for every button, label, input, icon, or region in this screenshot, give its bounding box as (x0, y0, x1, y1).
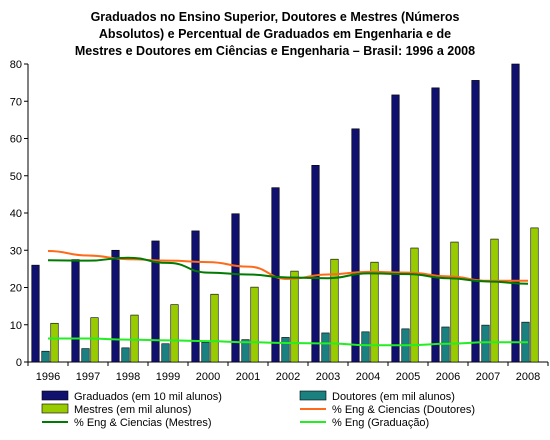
bar-doutores (321, 332, 330, 363)
y-tick-label: 80 (10, 59, 22, 71)
x-tick-label: 2005 (396, 371, 420, 383)
y-tick-label: 10 (10, 320, 22, 332)
bar-doutores (81, 348, 90, 363)
legend-label: % Eng & Ciencias (Mestres) (74, 417, 212, 429)
bar-mestres (410, 247, 419, 363)
line-series-2 (48, 337, 528, 347)
x-tick-label: 2000 (196, 371, 220, 383)
legend-label: Graduados (em 10 mil alunos) (74, 391, 222, 403)
line-series-0 (47, 249, 528, 282)
bar-graduados (351, 128, 360, 363)
chart-title-line: Mestres e Doutores em Ciências e Engenha… (74, 44, 476, 58)
bar-graduados (71, 259, 80, 363)
x-tick-label: 1996 (36, 371, 60, 383)
y-tick-label: 70 (10, 96, 22, 108)
bar-doutores (41, 350, 50, 363)
bar-mestres (450, 241, 459, 363)
bar-doutores (281, 337, 290, 363)
bar-doutores (481, 324, 490, 363)
bar-mestres (50, 322, 59, 363)
x-tick-label: 2008 (516, 371, 540, 383)
bar-graduados (391, 94, 400, 363)
legend-label: Mestres (em mil alunos) (74, 404, 191, 416)
legend-label: Doutores (em mil alunos) (332, 391, 455, 403)
chart-title: Graduados no Ensino Superior, Doutores e… (40, 9, 510, 60)
bar-graduados (31, 264, 40, 363)
y-tick-label: 60 (10, 134, 22, 146)
x-tick-label: 1999 (156, 371, 180, 383)
x-tick-label: 1998 (116, 371, 140, 383)
bar-mestres (370, 261, 379, 363)
bar-mestres (490, 238, 499, 363)
x-tick-label: 1997 (76, 371, 100, 383)
bar-graduados (111, 249, 120, 363)
legend-label: % Eng & Ciencias (Doutores) (332, 404, 475, 416)
bar-graduados (231, 213, 240, 363)
bar-graduados (471, 80, 480, 363)
chart-title-line: Absolutos) e Percentual de Graduados em … (98, 27, 452, 41)
x-tick-label: 2006 (436, 371, 460, 383)
x-tick-label: 2007 (476, 371, 500, 383)
x-tick-label: 2003 (316, 371, 340, 383)
bar-mestres (290, 270, 299, 363)
x-tick-label: 2001 (236, 371, 260, 383)
bar-graduados (191, 230, 200, 363)
y-tick-label: 20 (10, 283, 22, 295)
x-tick-label: 2004 (356, 371, 380, 383)
bar-doutores (121, 347, 130, 363)
bar-graduados (151, 240, 160, 363)
bar-mestres (170, 304, 179, 363)
y-tick-label: 50 (10, 171, 22, 183)
bar-mestres (90, 317, 99, 363)
x-tick-label: 2002 (276, 371, 300, 383)
chart-title-line: Graduados no Ensino Superior, Doutores e… (90, 10, 460, 24)
y-tick-label: 0 (16, 357, 22, 369)
bar-mestres (250, 286, 259, 363)
legend-label: % Eng (Graduação) (332, 417, 429, 429)
bar-mestres (210, 293, 219, 363)
y-tick-label: 40 (10, 208, 22, 220)
legend-swatch (41, 403, 69, 414)
bar-doutores (201, 341, 210, 363)
bar-mestres (330, 258, 339, 363)
bar-mestres (530, 227, 539, 363)
legend-swatch (41, 390, 69, 401)
legend-swatch (299, 390, 327, 401)
y-tick-label: 30 (10, 245, 22, 257)
bar-doutores (161, 343, 170, 363)
bar-graduados (311, 165, 320, 363)
bar-doutores (361, 331, 370, 363)
bar-graduados (431, 87, 440, 363)
bar-mestres (130, 314, 139, 363)
bar-graduados (511, 63, 520, 363)
bar-doutores (241, 339, 250, 363)
line-series-1 (47, 256, 529, 285)
